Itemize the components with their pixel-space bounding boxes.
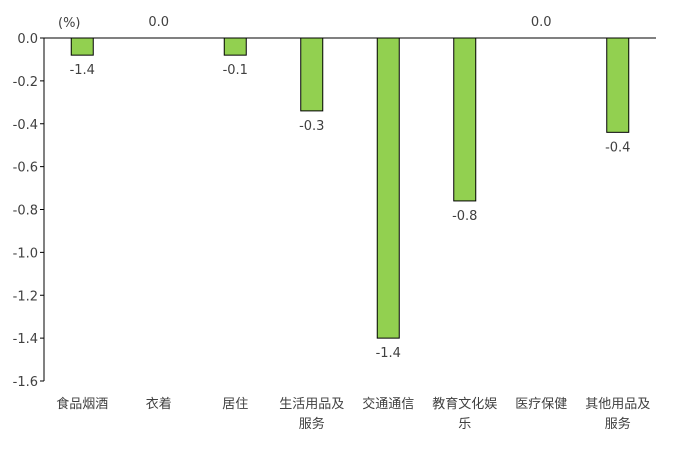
- category-label: 其他用品及: [585, 397, 650, 412]
- bar: [223, 37, 247, 56]
- y-tick-label: 0.0: [17, 32, 38, 47]
- y-tick-label: -0.8: [13, 204, 38, 219]
- data-labels: -1.4 0.0 -0.1 -0.3 -1.4 -0.8 0.0 -0.4: [70, 15, 631, 361]
- y-tick-label: -0.6: [13, 161, 38, 176]
- category-label: 居住: [222, 397, 248, 412]
- category-label: 医疗保健: [515, 397, 567, 412]
- category-label: 教育文化娱: [432, 396, 497, 412]
- data-label: 0.0: [148, 15, 169, 30]
- bar: [300, 37, 324, 112]
- category-label: 生活用品及: [279, 397, 344, 412]
- data-label: -0.4: [605, 140, 630, 155]
- bar: [376, 37, 400, 339]
- category-label: 乐: [458, 417, 471, 432]
- y-tick-label: -1.2: [13, 289, 38, 304]
- data-label: -0.1: [223, 63, 248, 78]
- bars: [70, 37, 630, 339]
- y-tick-label: -1.6: [13, 375, 38, 390]
- data-label: -0.8: [452, 209, 477, 224]
- bar: [70, 37, 94, 56]
- category-label: 服务: [605, 416, 631, 432]
- unit-label: (%): [58, 16, 81, 31]
- data-label: 0.0: [531, 15, 552, 30]
- data-label: -1.4: [70, 63, 95, 78]
- y-tick-label: -1.0: [13, 246, 38, 261]
- category-label: 衣着: [146, 396, 172, 412]
- category-label: 交通通信: [362, 396, 414, 412]
- y-tick-label: -1.4: [13, 332, 38, 347]
- bar: [453, 37, 477, 202]
- bar: [606, 37, 630, 133]
- data-label: -1.4: [376, 346, 401, 361]
- data-label: -0.3: [299, 119, 324, 134]
- y-tick-label: -0.4: [13, 118, 38, 133]
- category-label: 食品烟酒: [56, 396, 108, 412]
- y-axis: 0.0 -0.2 -0.4 -0.6 -0.8 -1.0 -1.2 -1.4 -1.6: [13, 32, 44, 390]
- y-tick-label: -0.2: [13, 75, 38, 90]
- category-label: 服务: [299, 416, 325, 432]
